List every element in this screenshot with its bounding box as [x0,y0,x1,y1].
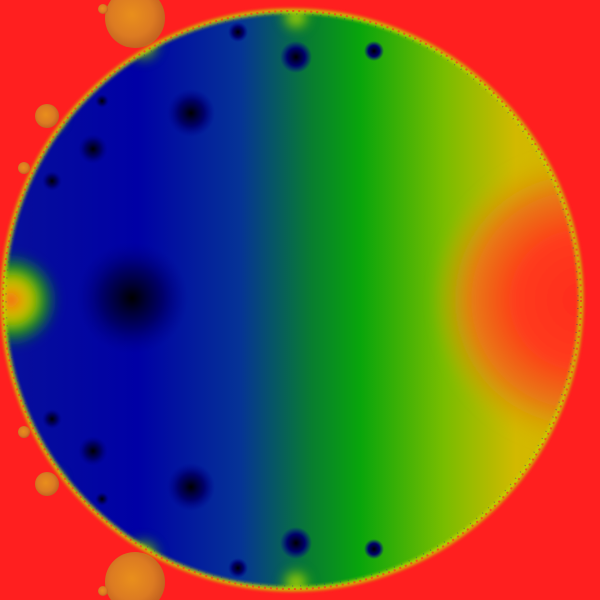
top-dark-spot [280,41,312,73]
outer-buds [18,0,165,600]
bottom-dark-spot [280,527,312,559]
bottom-center-glow [278,565,314,589]
left-lower-dark-spot [78,436,108,466]
top-center-glow [278,11,314,35]
disc-rim [0,8,584,592]
upper-dark-center [167,89,215,137]
upper-left-small-bud [35,104,59,128]
left-upper-dark-spot [78,134,108,164]
rim-beads [2,10,582,590]
left-edge-spot-b [42,409,62,429]
top-right-dark-spot [364,41,384,61]
bottom-mini-bud [98,586,108,596]
lower-left-small-bud [35,472,59,496]
inner-rim-specks [5,13,579,587]
left-mini-bud-b [18,426,30,438]
left-edge-spot-c [95,94,109,108]
top-left-dark-spot [228,22,248,42]
left-edge-halo [3,252,59,348]
lower-dark-center [167,463,215,511]
primary-dark-center [76,242,188,354]
bottom-right-dark-spot [364,539,384,559]
left-edge-spot-a [42,171,62,191]
top-mini-bud [98,4,108,14]
top-bud [105,0,165,48]
left-mini-bud-a [18,162,30,174]
bottom-left-dark-spot [228,558,248,578]
bottom-bud [105,552,165,600]
left-edge-spot-d [95,492,109,506]
